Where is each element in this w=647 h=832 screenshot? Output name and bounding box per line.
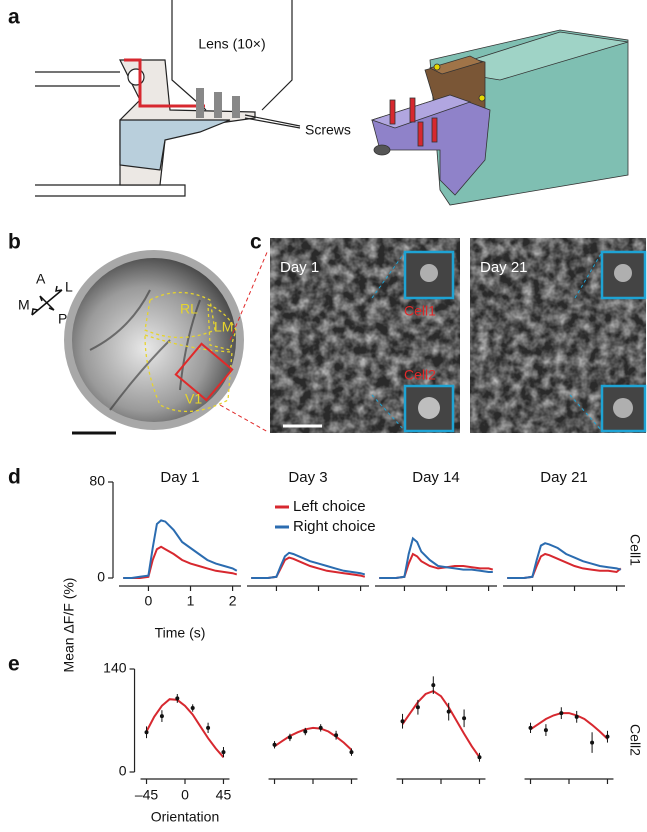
x-tick-label: 1 (187, 593, 195, 609)
legend-label: Left choice (293, 498, 366, 515)
point (447, 710, 451, 714)
x-tick-label: –45 (135, 787, 159, 803)
x-axis-label: Time (s) (155, 625, 206, 641)
point (145, 730, 149, 734)
point (559, 711, 563, 715)
point (303, 730, 307, 734)
lens-label: Lens (10×) (198, 36, 265, 52)
legend-label: Right choice (293, 518, 376, 535)
x-tick-label: 45 (216, 787, 232, 803)
point (605, 735, 609, 739)
holder-schematic (35, 0, 300, 196)
compass-label: M (18, 297, 30, 313)
fit-curve (403, 691, 480, 757)
point (273, 743, 277, 747)
point (401, 719, 405, 723)
point (477, 755, 481, 759)
x-axis-label: Orientation (151, 809, 219, 825)
point (175, 696, 179, 700)
trace (123, 547, 237, 578)
trace (123, 520, 237, 578)
panel-title: Day 21 (540, 469, 588, 486)
y-tick-label: 140 (103, 660, 127, 676)
figure: a b c d e Lens (10×) Screws A L P M RL L… (0, 0, 647, 832)
compass-label: P (58, 311, 67, 327)
row-label: Cell2 (627, 724, 643, 756)
point (349, 750, 353, 754)
point (334, 733, 338, 737)
point (160, 714, 164, 718)
y-tick-label: 0 (97, 569, 105, 585)
panel-label: e (8, 653, 20, 676)
x-tick-label: 2 (229, 593, 237, 609)
area-label: V1 (185, 391, 202, 407)
screws-label: Screws (305, 122, 351, 138)
y-tick-label: 80 (89, 473, 105, 489)
point (544, 728, 548, 732)
fit-curve (531, 713, 608, 739)
row-label: Cell1 (627, 534, 643, 566)
cranial-window (32, 250, 268, 433)
fit-curve (147, 699, 224, 757)
panel-title: Day 1 (160, 469, 199, 486)
point (191, 706, 195, 710)
day-label: Day 21 (480, 259, 528, 276)
panel-label: a (8, 6, 20, 29)
panel-label: d (8, 466, 21, 489)
area-label: LM (214, 319, 233, 335)
compass-label: A (36, 271, 46, 287)
point (416, 705, 420, 709)
point (221, 750, 225, 754)
fit-curve (275, 728, 352, 750)
point (590, 741, 594, 745)
holder-render (372, 30, 628, 205)
point (288, 735, 292, 739)
x-tick-label: 0 (145, 593, 153, 609)
y-tick-label: 0 (119, 763, 127, 779)
compass-label: L (65, 279, 73, 295)
x-tick-label: 0 (181, 787, 189, 803)
trace (379, 554, 493, 578)
day-label: Day 1 (280, 259, 319, 276)
point (431, 683, 435, 687)
panel-label: b (8, 231, 21, 254)
two-photon-images (270, 238, 646, 433)
panel-title: Day 14 (412, 469, 460, 486)
point (529, 726, 533, 730)
cell-label: Cell1 (404, 303, 436, 319)
point (575, 715, 579, 719)
y-axis-label: Mean ΔF/F (%) (61, 578, 77, 673)
panel-title: Day 3 (288, 469, 327, 486)
cell-label: Cell2 (404, 367, 436, 383)
point (462, 716, 466, 720)
point (206, 726, 210, 730)
point (319, 726, 323, 730)
trace (379, 538, 493, 578)
area-label: RL (180, 301, 198, 317)
panel-label: c (250, 231, 262, 254)
